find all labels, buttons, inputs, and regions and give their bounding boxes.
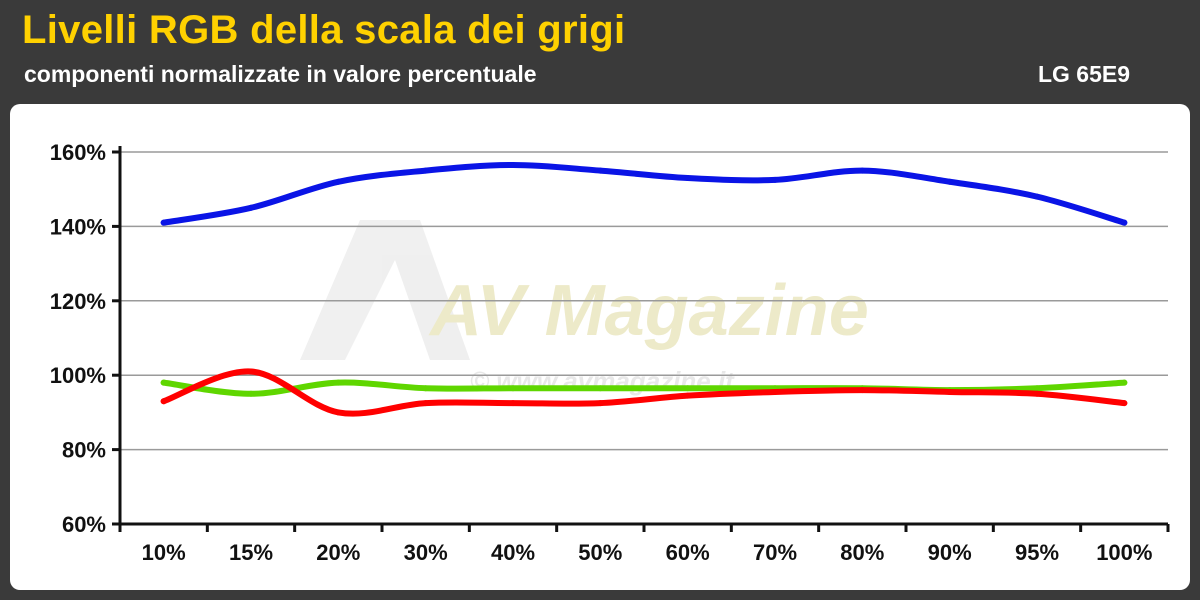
x-tick-label: 40% (491, 540, 535, 565)
x-tick-label: 20% (316, 540, 360, 565)
data-point-blue (684, 175, 691, 182)
data-series (160, 162, 1128, 417)
data-point-blue (510, 162, 516, 169)
chart-panel (10, 104, 1190, 590)
data-point-green (335, 379, 342, 386)
axes (112, 146, 1170, 532)
y-tick-label: 60% (62, 512, 106, 537)
y-tick-label: 80% (62, 438, 106, 463)
data-point-blue (597, 167, 604, 174)
data-point-red (597, 400, 604, 407)
data-point-blue (1121, 219, 1128, 226)
x-tick-label: 10% (142, 540, 186, 565)
series-line-blue (160, 162, 1128, 226)
data-point-red (1034, 390, 1040, 397)
data-point-red (510, 400, 516, 407)
x-tick-label: 50% (578, 540, 622, 565)
x-tick-label: 95% (1015, 540, 1059, 565)
data-point-blue (772, 176, 778, 183)
data-point-blue (248, 204, 254, 211)
y-tick-label: 160% (50, 140, 106, 165)
x-tick-label: 60% (666, 540, 710, 565)
chart-title: Livelli RGB della scala dei grigi (22, 8, 626, 52)
x-tick-label: 70% (753, 540, 797, 565)
data-point-blue (1034, 193, 1040, 200)
watermark-url: © www.avmagazine.it (470, 366, 735, 396)
y-tick-label: 140% (50, 214, 106, 239)
x-axis-ticks: 10% 15% 20% 30% 40% 50% 60% 70% 80% 90% 95% 100% (142, 540, 1153, 565)
data-point-blue (946, 178, 953, 185)
x-tick-label: 80% (840, 540, 884, 565)
watermark-logo-shape (300, 220, 470, 360)
data-point-green (248, 390, 254, 397)
model-label: LG 65E9 (1037, 61, 1130, 87)
data-point-green (1034, 385, 1040, 392)
data-point-green (684, 385, 691, 392)
chart-subtitle: componenti normalizzate in valore percen… (24, 61, 537, 87)
data-point-blue (160, 219, 167, 226)
data-point-red (335, 409, 342, 416)
data-point-red (684, 392, 691, 399)
x-tick-label: 90% (928, 540, 972, 565)
data-point-red (248, 368, 254, 375)
data-point-green (160, 379, 167, 386)
y-tick-label: 120% (50, 289, 106, 314)
y-axis-ticks: 60% 80% 100% 120% 140% 160% (50, 140, 106, 537)
data-point-red (859, 387, 866, 394)
avmagazine-watermark: AV Magazine © www.avmagazine.it (300, 220, 869, 396)
x-tick-label: 15% (229, 540, 273, 565)
x-tick-label: 100% (1096, 540, 1152, 565)
data-point-blue (859, 167, 866, 174)
data-point-blue (422, 167, 429, 174)
data-point-red (772, 388, 778, 395)
data-point-red (422, 400, 429, 407)
data-point-red (1121, 400, 1128, 407)
data-point-green (422, 385, 429, 392)
watermark-logo-text: AV Magazine (428, 271, 869, 351)
data-point-green (1121, 379, 1128, 386)
y-tick-label: 100% (50, 363, 106, 388)
data-point-green (510, 385, 516, 392)
grid-lines (120, 151, 1168, 451)
data-point-green (597, 385, 604, 392)
data-point-red (946, 388, 953, 395)
chart-header: Livelli RGB della scala dei grigi compon… (0, 0, 1200, 104)
data-point-red (160, 398, 167, 405)
data-point-blue (335, 178, 342, 185)
series-line-red (160, 368, 1128, 417)
x-tick-label: 30% (404, 540, 448, 565)
